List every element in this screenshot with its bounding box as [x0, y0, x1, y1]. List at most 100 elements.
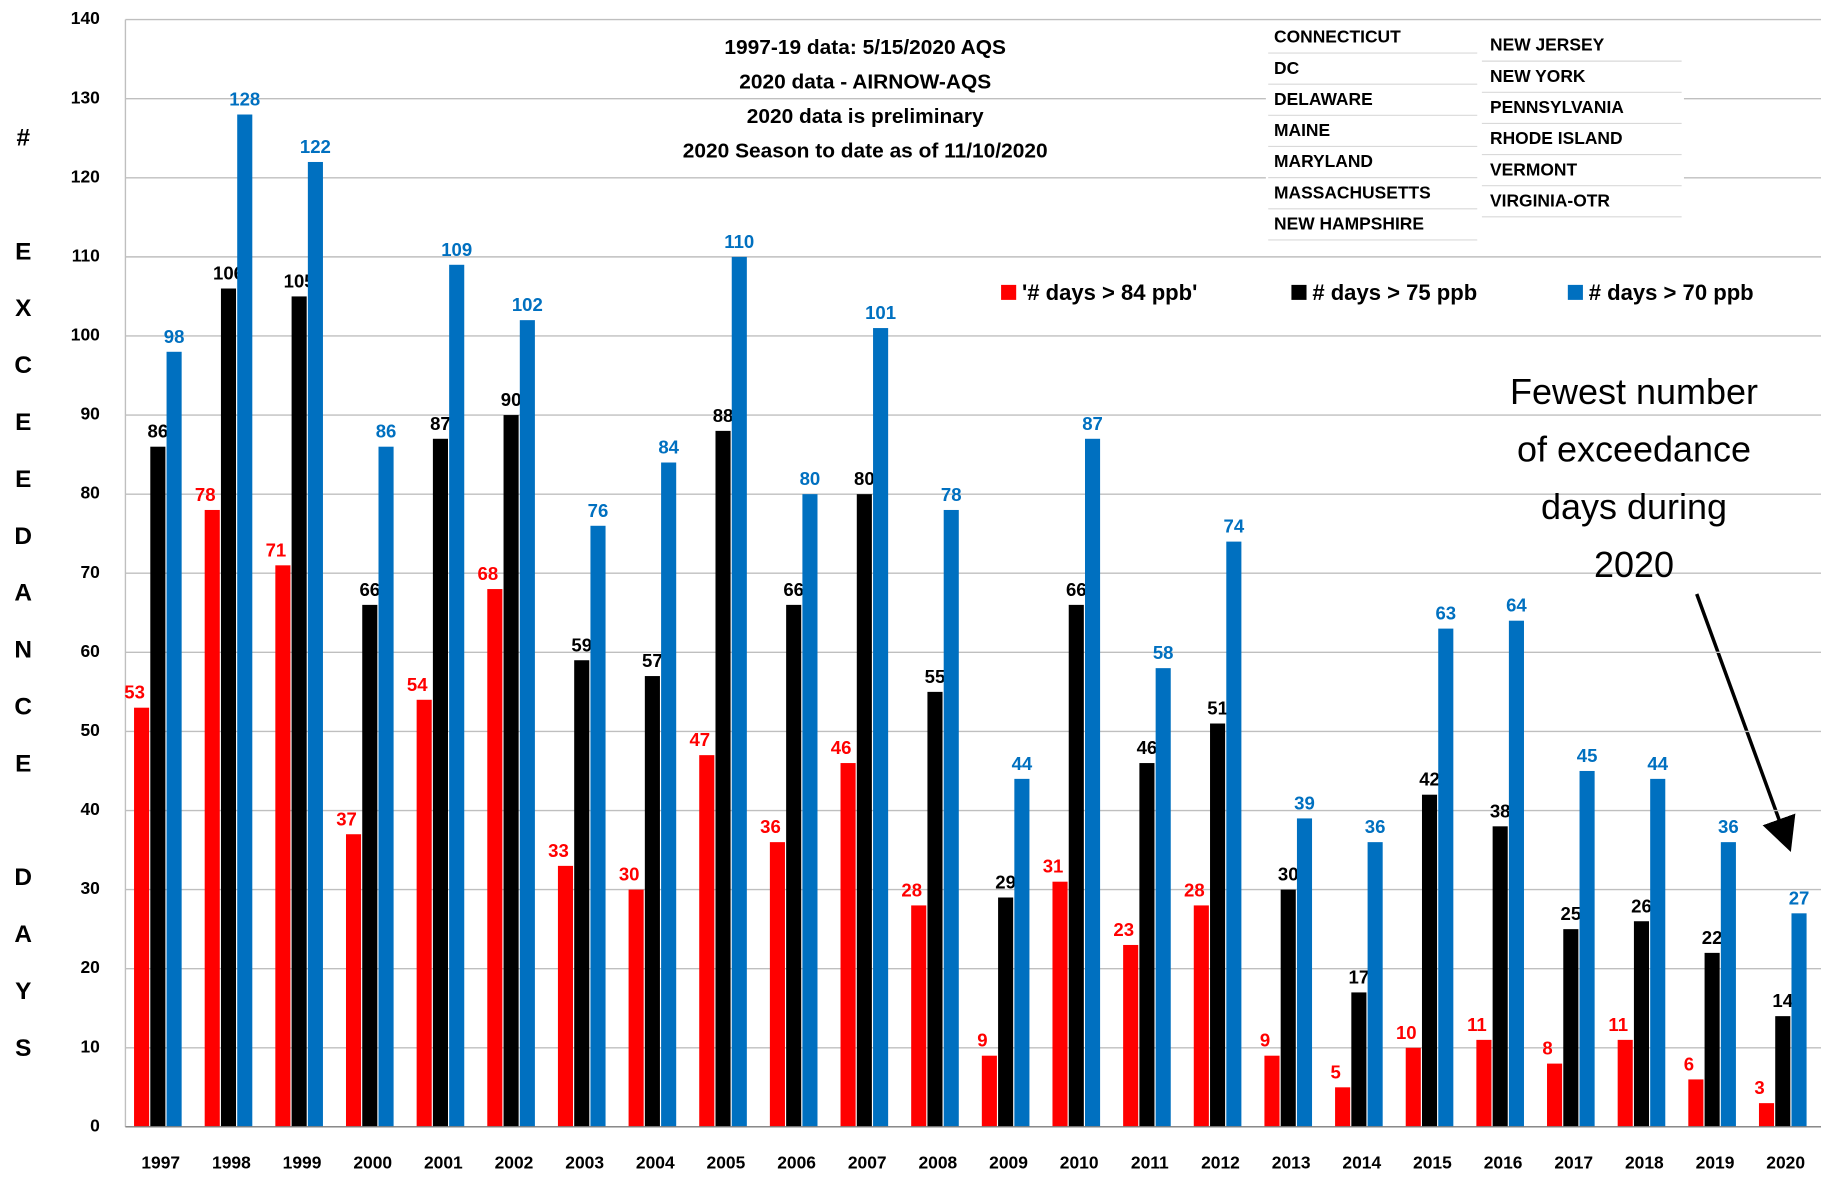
- x-tick-label: 1997: [141, 1152, 180, 1172]
- bar: [378, 446, 394, 1127]
- bar: [1226, 541, 1242, 1127]
- bar: [1367, 842, 1383, 1127]
- y-tick-label: 40: [80, 799, 99, 819]
- note: 2020 data - AIRNOW-AQS: [739, 71, 991, 94]
- value-label: 78: [195, 484, 216, 505]
- state-name: MAINE: [1274, 120, 1330, 140]
- x-tick-label: 2019: [1696, 1152, 1735, 1172]
- state-name: CONNECTICUT: [1274, 27, 1401, 47]
- x-tick-label: 2000: [353, 1152, 392, 1172]
- bar: [911, 905, 927, 1127]
- bar: [998, 897, 1014, 1127]
- x-tick-label: 2006: [777, 1152, 816, 1172]
- state-name: DC: [1274, 58, 1300, 78]
- bar: [275, 565, 291, 1127]
- bar: [1492, 826, 1508, 1127]
- value-label: 53: [124, 682, 145, 703]
- legend-label: '# days > 84 ppb': [1022, 280, 1197, 305]
- bar: [291, 296, 307, 1127]
- x-tick-label: 2017: [1554, 1152, 1593, 1172]
- legend-swatch: [1567, 284, 1583, 300]
- bar: [1775, 1016, 1791, 1127]
- bar: [1139, 763, 1155, 1127]
- state-name: PENNSYLVANIA: [1490, 97, 1624, 117]
- value-label: 76: [588, 500, 609, 521]
- value-label: 88: [713, 405, 734, 426]
- bar: [981, 1055, 997, 1127]
- bar: [802, 494, 818, 1127]
- value-label: 59: [571, 634, 592, 655]
- value-label: 80: [800, 468, 821, 489]
- bar: [715, 430, 731, 1127]
- legend-label: # days > 75 ppb: [1312, 280, 1477, 305]
- bar: [661, 462, 677, 1127]
- bar: [307, 161, 323, 1127]
- state-name: VIRGINIA-OTR: [1490, 190, 1610, 210]
- value-label: 29: [995, 872, 1016, 893]
- bar: [1351, 992, 1367, 1127]
- bar: [1563, 929, 1579, 1127]
- value-label: 30: [1278, 864, 1299, 885]
- value-label: 51: [1207, 698, 1228, 719]
- value-label: 86: [376, 421, 397, 442]
- x-tick-label: 2011: [1131, 1152, 1169, 1172]
- state-name: NEW HAMPSHIRE: [1274, 214, 1424, 234]
- value-label: 84: [658, 437, 679, 458]
- value-label: 47: [689, 729, 710, 750]
- bar: [1405, 1047, 1421, 1127]
- value-label: 90: [501, 389, 522, 410]
- bar: [769, 842, 785, 1127]
- state-name: DELAWARE: [1274, 89, 1373, 109]
- bar: [1508, 620, 1524, 1127]
- value-label: 27: [1789, 887, 1810, 908]
- value-label: 74: [1224, 516, 1245, 537]
- y-tick-label: 0: [90, 1115, 100, 1135]
- bar: [1123, 944, 1139, 1127]
- value-label: 42: [1419, 769, 1440, 790]
- value-label: 58: [1153, 642, 1174, 663]
- x-tick-label: 2007: [848, 1152, 887, 1172]
- value-label: 66: [1066, 579, 1087, 600]
- bar: [166, 351, 182, 1127]
- y-tick-label: 100: [71, 325, 100, 345]
- bar: [432, 438, 448, 1127]
- value-label: 57: [642, 650, 663, 671]
- y-tick-label: 50: [80, 720, 99, 740]
- bar: [840, 763, 856, 1127]
- bar: [1280, 889, 1296, 1127]
- value-label: 9: [977, 1030, 987, 1051]
- bar: [416, 699, 432, 1127]
- value-label: 14: [1772, 990, 1793, 1011]
- value-label: 36: [760, 816, 781, 837]
- state-name: VERMONT: [1490, 159, 1577, 179]
- bar: [345, 834, 362, 1127]
- state-name: NEW JERSEY: [1490, 35, 1605, 55]
- value-label: 30: [619, 864, 640, 885]
- value-label: 71: [266, 539, 287, 560]
- callout-text: days during: [1541, 487, 1727, 527]
- x-tick-label: 2003: [565, 1152, 604, 1172]
- bar: [204, 509, 220, 1127]
- value-label: 63: [1435, 603, 1456, 624]
- bar: [1438, 628, 1454, 1127]
- state-name: MARYLAND: [1274, 151, 1373, 171]
- value-label: 46: [1137, 737, 1158, 758]
- bar: [449, 264, 465, 1127]
- y-tick-label: 130: [71, 87, 100, 107]
- x-tick-label: 2018: [1625, 1152, 1664, 1172]
- bar: [150, 446, 166, 1127]
- value-label: 66: [783, 579, 804, 600]
- bar: [503, 415, 519, 1127]
- legend-label: # days > 70 ppb: [1589, 280, 1754, 305]
- x-tick-label: 2001: [424, 1152, 463, 1172]
- value-label: 8: [1542, 1038, 1552, 1059]
- value-label: 39: [1294, 793, 1315, 814]
- x-tick-label: 2010: [1060, 1152, 1099, 1172]
- bar: [220, 288, 237, 1127]
- value-label: 122: [300, 136, 331, 157]
- bar: [873, 328, 889, 1127]
- bar: [574, 660, 590, 1127]
- value-label: 105: [284, 271, 315, 292]
- bar: [1758, 1103, 1775, 1127]
